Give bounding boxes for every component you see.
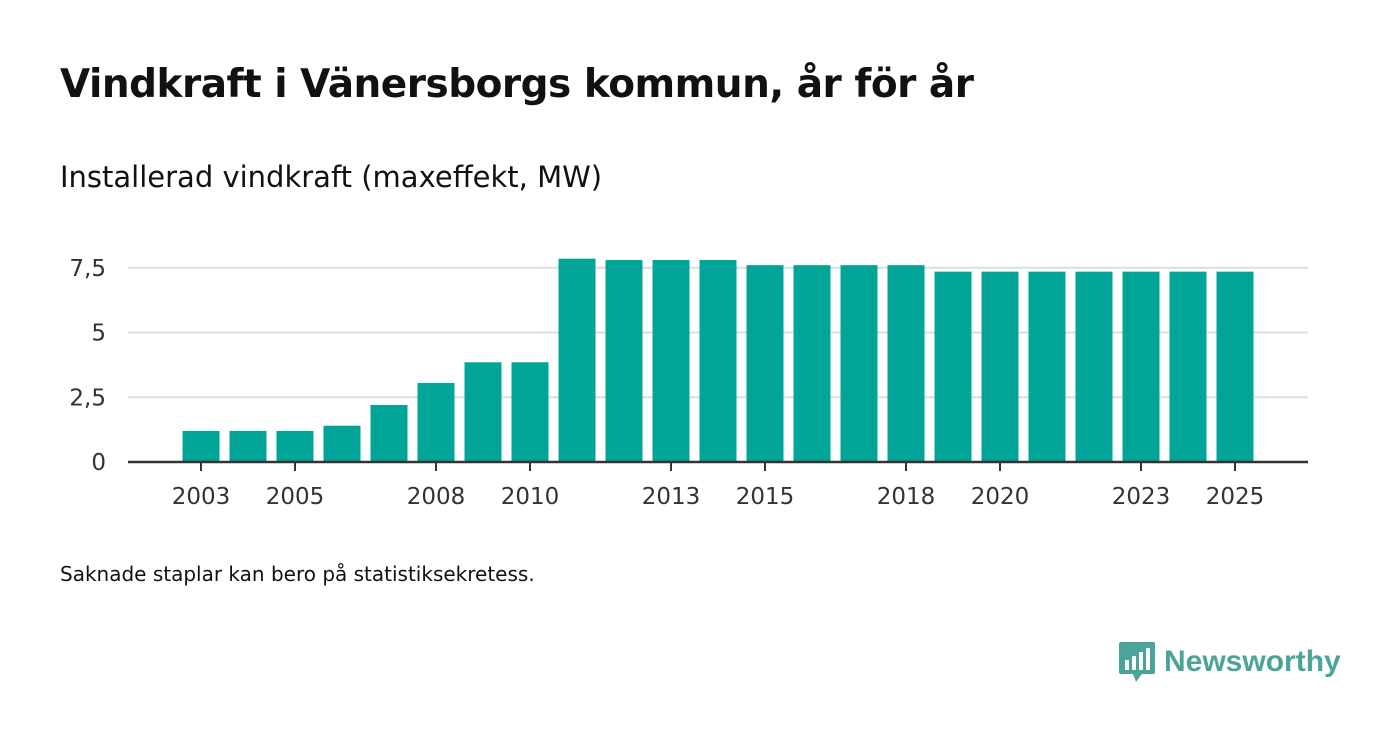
y-tick-label: 0	[91, 450, 106, 476]
bar-2008	[417, 383, 455, 462]
x-tick-label: 2010	[501, 484, 560, 510]
y-tick-label: 7,5	[69, 256, 106, 282]
y-tick-label: 5	[91, 321, 106, 347]
bar-2010	[511, 362, 549, 462]
y-tick-label: 2,5	[69, 385, 106, 411]
x-tick-label: 2020	[971, 484, 1030, 510]
chart-subtitle: Installerad vindkraft (maxeffekt, MW)	[60, 160, 603, 194]
bar-2013	[652, 259, 690, 462]
bar-2017	[840, 265, 878, 462]
bar-2024	[1169, 271, 1207, 462]
x-tick-label: 2015	[736, 484, 795, 510]
bar-2004	[229, 430, 267, 462]
bar-2022	[1075, 271, 1113, 462]
bar-2012	[605, 259, 643, 462]
x-tick-label: 2023	[1112, 484, 1171, 510]
chart-title: Vindkraft i Vänersborgs kommun, år för å…	[60, 62, 974, 107]
y-axis: 0 2,5 5 7,5	[69, 256, 106, 476]
x-axis: 2003 2005 2008 2010 2013 2015 2018 2020 2023 2025	[128, 460, 1308, 510]
x-tick-label: 2018	[877, 484, 936, 510]
bar-2015	[746, 265, 784, 462]
bar-2018	[887, 265, 925, 462]
x-tick-label: 2013	[642, 484, 701, 510]
bar-2019	[934, 271, 972, 462]
bar-2021	[1028, 271, 1066, 462]
bars	[182, 258, 1254, 462]
bar-2020	[981, 271, 1019, 462]
bar-2005	[276, 430, 314, 462]
bar-2011	[558, 258, 596, 462]
bar-2003	[182, 430, 220, 462]
bar-chart-speech-bubble-icon	[1119, 642, 1155, 682]
x-tick-label: 2008	[407, 484, 466, 510]
x-tick-label: 2025	[1206, 484, 1265, 510]
newsworthy-logo: Newsworthy	[1118, 640, 1341, 684]
footnote: Saknade staplar kan bero på statistiksek…	[60, 562, 535, 586]
brand-name: Newsworthy	[1164, 645, 1341, 678]
bar-2023	[1122, 271, 1160, 462]
x-tick-label: 2003	[172, 484, 231, 510]
bar-2025	[1216, 271, 1254, 462]
bar-chart: 0 2,5 5 7,5 2003 2005 2008 2010 2013 2015 2018 202…	[69, 256, 1308, 510]
bar-2009	[464, 362, 502, 462]
x-tick-label: 2005	[266, 484, 325, 510]
bar-2007	[370, 405, 408, 462]
bar-2006	[323, 425, 361, 462]
bar-2014	[699, 259, 737, 462]
bar-2016	[793, 265, 831, 462]
